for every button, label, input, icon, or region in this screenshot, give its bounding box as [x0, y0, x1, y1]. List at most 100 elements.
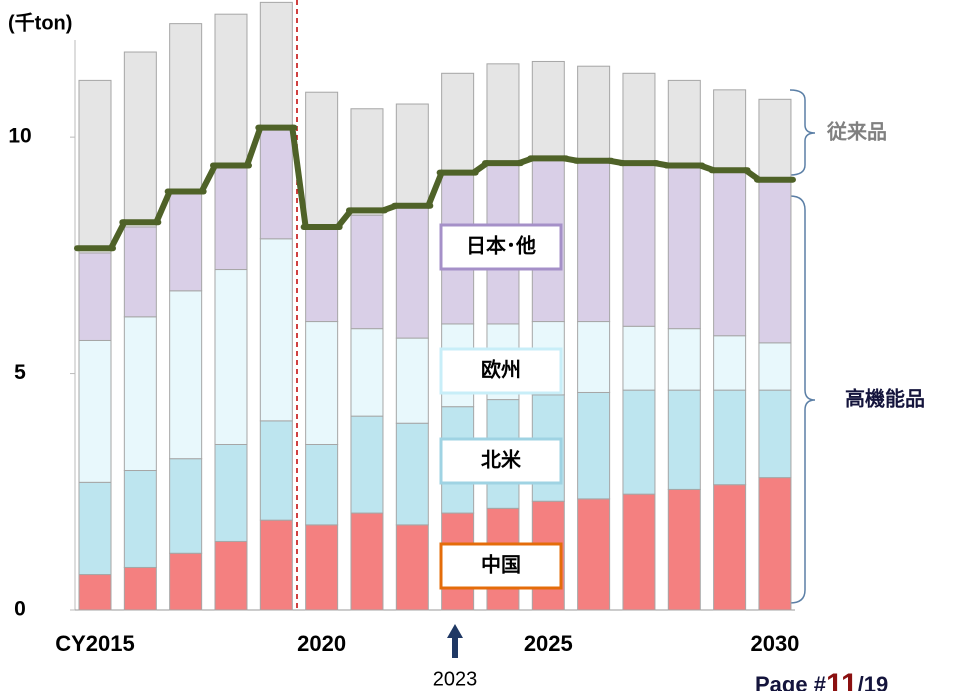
bar-segment — [123, 226, 157, 318]
bar-segment — [169, 458, 203, 554]
unit-label: (千ton) — [8, 11, 72, 34]
bar-segment — [350, 415, 384, 514]
series-label-box — [439, 437, 563, 485]
bar-segment — [350, 512, 384, 611]
line-connector — [289, 124, 309, 230]
footer-part: 11 — [826, 668, 858, 691]
bar-segment — [713, 169, 747, 337]
bar-segment — [259, 127, 293, 240]
bar-segment — [214, 13, 248, 167]
line-connector — [243, 124, 264, 169]
bar-segment — [78, 339, 112, 483]
bar-segment — [350, 328, 384, 417]
bar-segment — [169, 23, 203, 195]
bar-segment — [78, 252, 112, 341]
bar-segment — [486, 63, 520, 167]
bar-segment — [78, 79, 112, 254]
line-connector — [108, 219, 128, 252]
bar-segment — [622, 72, 656, 164]
bar-segment — [577, 321, 611, 393]
bar-segment — [395, 524, 429, 611]
bar-segment — [259, 1, 293, 129]
line-connector — [425, 169, 445, 209]
bar-segment — [441, 72, 475, 176]
bar-segment — [622, 493, 656, 611]
bar-segment — [622, 389, 656, 495]
line-connector — [153, 188, 173, 226]
bar-segment — [305, 91, 339, 230]
brace — [789, 89, 816, 176]
bar-segment — [395, 207, 429, 339]
bar-segment — [169, 193, 203, 292]
footer-part: Page # — [755, 672, 826, 691]
bar-segment — [259, 519, 293, 611]
bar-segment — [577, 498, 611, 611]
bar-segment — [305, 524, 339, 611]
x-tick-label: 2030 — [750, 631, 799, 656]
line-connector — [198, 162, 218, 195]
bar-segment — [531, 60, 565, 159]
bar-segment — [169, 552, 203, 611]
bar-segment — [667, 389, 701, 490]
y-tick-label: 5 — [14, 361, 26, 384]
bar-segment — [622, 325, 656, 391]
arrow — [447, 624, 463, 658]
bar-segment — [577, 160, 611, 323]
bar-segment — [577, 391, 611, 500]
x-tick-label: 2020 — [297, 631, 346, 656]
series-label-box — [439, 542, 563, 590]
bar-segment — [758, 98, 792, 181]
bar-segment — [259, 238, 293, 422]
bar-segment — [350, 108, 384, 216]
series-label-box — [439, 347, 563, 395]
x-tick-label: 2025 — [524, 631, 573, 656]
series-label: 欧州 — [481, 357, 521, 381]
brace — [789, 195, 816, 604]
bar-segment — [667, 328, 701, 391]
bar-segment — [214, 540, 248, 611]
bar-segment — [78, 481, 112, 576]
bar-segment — [259, 420, 293, 521]
bar-segment — [713, 335, 747, 391]
bar-segment — [713, 389, 747, 486]
bar-segment — [667, 488, 701, 611]
y-tick-label: 10 — [8, 125, 31, 148]
footer: Page #11/19 — [755, 668, 888, 691]
bar-segment — [758, 179, 792, 344]
bar-segment — [214, 165, 248, 271]
bar-segment — [395, 337, 429, 424]
bar-segment — [169, 290, 203, 460]
y-tick-label: 0 — [14, 598, 26, 621]
series-label: 北米 — [481, 448, 522, 471]
brace-label: 高機能品 — [845, 386, 925, 410]
bar-segment — [350, 214, 384, 330]
bar-segment — [667, 165, 701, 330]
bar-segment — [123, 51, 157, 228]
brace-label: 従来品 — [826, 119, 887, 143]
bar-segment — [577, 65, 611, 162]
bar-segment — [758, 477, 792, 611]
bar-segment — [214, 443, 248, 542]
bar-segment — [305, 443, 339, 526]
bar-segment — [305, 228, 339, 323]
bar-segment — [395, 103, 429, 209]
bar-segment — [214, 269, 248, 445]
bar-segment — [78, 574, 112, 611]
series-label-box — [439, 223, 563, 271]
footer-part: /19 — [858, 672, 889, 691]
annotation: 2023 — [433, 668, 478, 690]
bar-segment — [123, 316, 157, 472]
bar-segment — [622, 162, 656, 327]
bar-segment — [305, 321, 339, 445]
series-label: 中国 — [481, 552, 521, 576]
bar-segment — [123, 470, 157, 568]
x-tick-label: CY2015 — [55, 631, 135, 656]
bar-segment — [758, 342, 792, 391]
bar-segment — [123, 566, 157, 611]
bar-segment — [395, 422, 429, 526]
bar-segment — [713, 89, 747, 171]
series-label: 日本･他 — [466, 233, 536, 257]
bar-segment — [667, 79, 701, 167]
